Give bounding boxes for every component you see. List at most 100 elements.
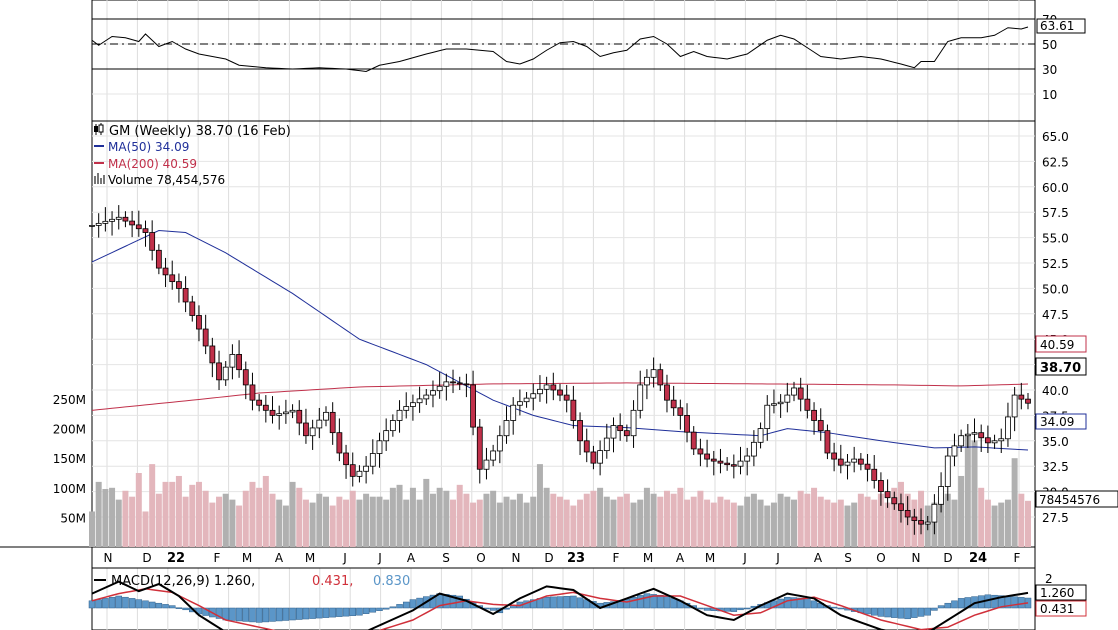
macd-hist-bar xyxy=(730,607,738,612)
macd-hist-bar xyxy=(884,607,891,618)
x-label: J xyxy=(775,551,780,565)
volume-bar xyxy=(282,505,289,547)
volume-axis-ticks: 250M 200M 150M 100M 50M xyxy=(53,393,86,525)
candle-body xyxy=(1005,416,1011,440)
macd-hist-bar xyxy=(650,594,657,609)
x-label: J xyxy=(342,551,347,565)
volume-bar xyxy=(443,490,450,547)
volume-bar xyxy=(249,481,256,547)
volume-bar xyxy=(463,493,470,547)
candle-body xyxy=(122,216,129,222)
candle-icon xyxy=(94,123,104,135)
volume-bar xyxy=(797,490,804,547)
macd-tick-top: 2 xyxy=(1045,572,1053,586)
candle-body xyxy=(777,401,784,405)
x-label: J xyxy=(377,551,382,565)
volume-bar xyxy=(837,499,844,547)
volume-tick: 50M xyxy=(60,511,86,525)
candle-body xyxy=(189,301,196,316)
x-label: F xyxy=(613,551,620,565)
volume-bar xyxy=(677,487,684,547)
candle-body xyxy=(383,430,390,442)
price-tick: 40.0 xyxy=(1042,384,1069,398)
candle-body xyxy=(717,460,724,464)
macd-histogram xyxy=(88,593,1032,623)
macd-hist-bar xyxy=(563,596,570,609)
candle-body xyxy=(690,431,697,450)
macd-hist-bar xyxy=(155,602,163,609)
volume-bar xyxy=(730,502,737,547)
volume-bar xyxy=(670,493,677,547)
macd-hist-bar xyxy=(657,594,664,609)
price-tick: 27.5 xyxy=(1042,511,1069,525)
volume-bar xyxy=(490,490,497,547)
rsi-tick: 10 xyxy=(1042,88,1057,102)
volume-bar xyxy=(510,499,517,547)
volume-bar xyxy=(242,490,249,547)
volume-bar xyxy=(704,499,711,547)
macd-hist-bar xyxy=(175,607,183,609)
macd-hist-bar xyxy=(904,607,911,620)
candle-body xyxy=(530,393,537,399)
macd-hist-bar xyxy=(402,601,410,609)
volume-bar xyxy=(389,487,396,547)
candle-body xyxy=(831,452,838,460)
volume-bar xyxy=(309,502,316,547)
candle-body xyxy=(516,401,523,406)
macd-hist-bar xyxy=(289,607,296,621)
candle-body xyxy=(737,460,744,467)
price-tick: 52.5 xyxy=(1042,257,1069,271)
macd-hist-bar xyxy=(697,607,704,610)
price-tick: 57.5 xyxy=(1042,206,1069,220)
macd-hist-bar xyxy=(703,607,711,611)
candle-body xyxy=(95,222,102,226)
candle-body xyxy=(563,394,570,401)
candle-body xyxy=(630,409,637,437)
macd-hist-bar xyxy=(550,596,557,609)
volume-bar xyxy=(630,502,637,547)
ma50-line xyxy=(91,229,1029,451)
candle-body xyxy=(229,354,236,368)
candle-body xyxy=(891,497,898,505)
macd-hist-bar xyxy=(115,595,122,609)
candle-body xyxy=(744,455,751,462)
macd-hist-bar xyxy=(891,607,898,618)
candle-body xyxy=(162,267,169,276)
x-label: O xyxy=(876,551,885,565)
volume-bar xyxy=(777,493,784,547)
candle-body xyxy=(236,354,242,371)
macd-hist-bar xyxy=(630,596,637,609)
candle-body xyxy=(450,381,456,384)
candle-body xyxy=(496,435,503,452)
volume-bar xyxy=(175,475,182,547)
volume-bar xyxy=(336,496,343,547)
macd-hist-bar xyxy=(1011,596,1018,609)
candle-body xyxy=(503,420,510,437)
x-label: D xyxy=(142,551,151,565)
x-label: N xyxy=(512,551,521,565)
macd-hist-bar xyxy=(670,598,677,609)
macd-hist-bar xyxy=(309,607,316,619)
candle-body xyxy=(430,390,436,396)
price-tick: 50.0 xyxy=(1042,282,1069,296)
candle-body xyxy=(216,362,222,381)
last-price-box xyxy=(1035,357,1087,376)
volume-bar xyxy=(129,496,136,547)
x-label: S xyxy=(442,551,450,565)
volume-bar xyxy=(884,502,891,547)
ma200-legend: MA(200) 40.59 xyxy=(108,157,197,171)
volume-bar xyxy=(964,434,971,547)
x-label: F xyxy=(214,551,221,565)
volume-bar xyxy=(316,493,323,547)
rsi-value-label: 63.61 xyxy=(1040,19,1074,33)
macd-hist-bar xyxy=(108,596,116,609)
x-label: N xyxy=(912,551,921,565)
candle-body xyxy=(1018,394,1025,400)
macd-hist-bar xyxy=(128,598,136,609)
candle-body xyxy=(349,464,356,477)
volume-bar xyxy=(784,496,791,547)
macd-hist-bar xyxy=(235,607,243,622)
candle-body xyxy=(710,458,717,462)
volume-bar xyxy=(269,493,276,547)
x-label: M xyxy=(643,551,653,565)
